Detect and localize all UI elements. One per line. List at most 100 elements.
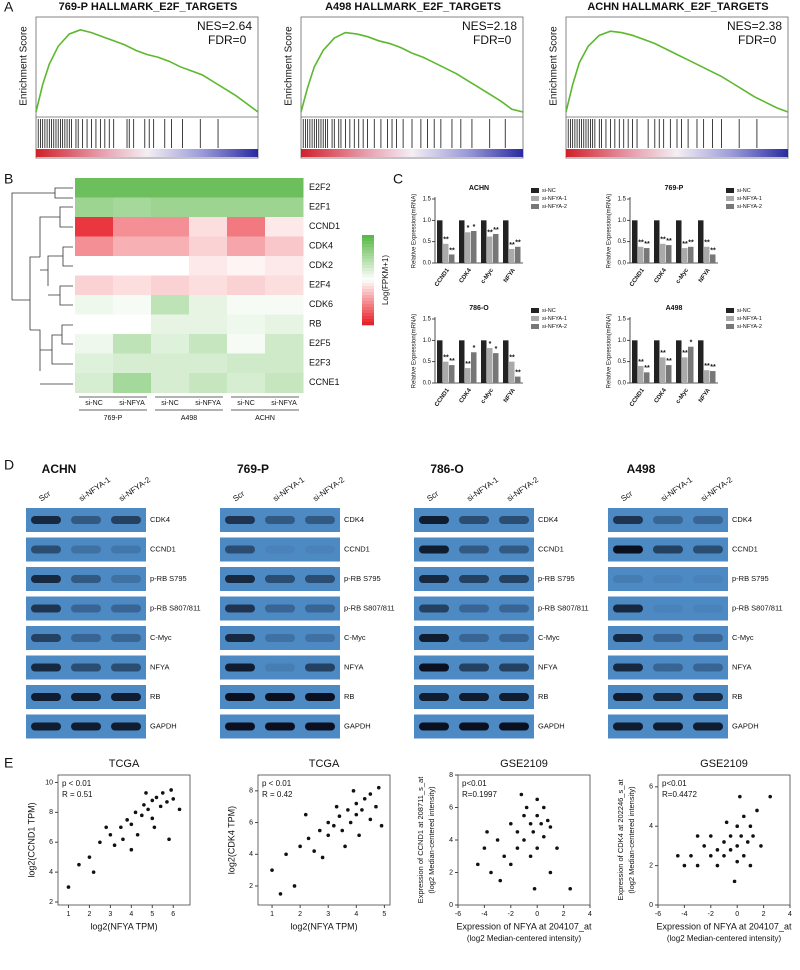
legend-swatch: [726, 316, 734, 321]
point: [292, 884, 297, 888]
significance: **: [710, 364, 716, 371]
legend-swatch: [362, 301, 374, 305]
lane-label: Scr: [619, 489, 634, 503]
gsea-title: A498 HALLMARK_E2F_TARGETS: [325, 1, 501, 13]
band: [111, 693, 141, 701]
legend-swatch: [362, 241, 374, 245]
point: [160, 791, 165, 795]
heatmap-cell: [151, 256, 190, 276]
heatmap-cell: [227, 334, 266, 354]
chart-title: A498: [666, 305, 683, 312]
bar: [493, 353, 499, 383]
band: [31, 545, 61, 554]
blot-row-label: NFYA: [538, 662, 557, 671]
legend-label: si-NC: [737, 188, 751, 194]
legend-swatch: [362, 247, 374, 251]
heatmap-cell: [227, 178, 266, 198]
x-tick-label: -4: [681, 911, 687, 918]
blot-row-label: GAPDH: [150, 721, 177, 730]
point: [158, 804, 163, 809]
x-tick-label: -6: [655, 911, 661, 918]
row-label: E2F2: [309, 182, 331, 192]
y-tick-label: 2: [49, 899, 53, 906]
chart-title: 786-O: [469, 305, 489, 312]
point: [722, 853, 726, 858]
legend-label: si-NFYA-1: [737, 196, 762, 202]
band: [265, 516, 295, 524]
legend-swatch: [362, 289, 374, 293]
band: [419, 663, 449, 672]
y-tick-label: 6: [649, 784, 653, 791]
point: [112, 843, 117, 848]
point: [360, 808, 364, 812]
point: [340, 828, 345, 833]
legend-swatch: [362, 274, 374, 278]
blot-row-label: RB: [732, 692, 742, 701]
nes-label: NES=2.18: [462, 19, 517, 33]
point: [702, 844, 706, 848]
fdr-label: FDR=0: [738, 33, 777, 47]
lane-label: Scr: [231, 489, 246, 503]
bar: [666, 365, 672, 383]
band: [111, 575, 141, 583]
y-axis-label: Expression of CDK4 at 202246_s_at: [616, 778, 625, 900]
significance: **: [688, 240, 694, 247]
blot-row-label: p-RB S807/811: [150, 603, 201, 612]
heatmap-cell: [227, 256, 266, 276]
x-tick-label: 2: [762, 911, 766, 918]
x-tick-label: CCND1: [434, 387, 451, 408]
y-tick-label: 1.0: [618, 338, 627, 344]
band: [693, 575, 723, 583]
blot-row-label: p-RB S795: [538, 574, 575, 583]
nes-label: NES=2.64: [197, 19, 252, 33]
blot-row-label: CCND1: [150, 544, 176, 553]
heatmap-cell: [151, 373, 190, 393]
bar: [644, 372, 650, 383]
x-tick-label: 0: [735, 911, 739, 918]
band: [265, 634, 295, 642]
x-tick-label: 4: [588, 911, 592, 918]
panel-label: B: [4, 171, 13, 187]
point: [545, 818, 550, 823]
band: [459, 722, 489, 731]
point: [108, 832, 113, 837]
enrichment-curve: [565, 30, 789, 113]
band: [305, 722, 335, 731]
x-tick-label: CCND1: [629, 387, 646, 408]
blot-title: ACHN: [42, 462, 77, 476]
band: [693, 693, 723, 701]
point: [522, 813, 526, 818]
significance: **: [443, 237, 449, 244]
point: [542, 805, 546, 810]
heatmap-cell: [75, 256, 114, 276]
y-tick-label: 0.0: [423, 261, 432, 267]
blot-row-label: p-RB S795: [344, 574, 381, 583]
significance: *: [473, 345, 476, 352]
heatmap-cell: [151, 353, 190, 374]
heatmap-cell: [227, 373, 266, 393]
heatmap-cell: [227, 295, 266, 315]
legend-swatch: [362, 250, 374, 254]
point: [91, 870, 96, 874]
band: [225, 516, 255, 524]
band: [31, 663, 61, 672]
point: [351, 789, 356, 793]
legend-swatch: [362, 280, 374, 284]
bar: [459, 220, 465, 263]
legend-swatch: [531, 204, 539, 209]
y-tick-label: 0.5: [618, 359, 627, 365]
band: [225, 722, 255, 731]
blot-row-label: p-RB S795: [732, 574, 769, 583]
heatmap-cell: [75, 178, 114, 198]
legend-title: Log(FPKM+1): [381, 255, 390, 305]
heatmap-cell: [189, 373, 228, 393]
band: [305, 516, 335, 524]
band: [613, 634, 643, 642]
significance: **: [704, 240, 710, 247]
legend-swatch: [531, 188, 539, 193]
significance: *: [690, 340, 693, 347]
legend-swatch: [362, 262, 374, 266]
heatmap-cell: [189, 178, 228, 198]
blot-strip: [608, 567, 728, 591]
band: [459, 663, 489, 672]
